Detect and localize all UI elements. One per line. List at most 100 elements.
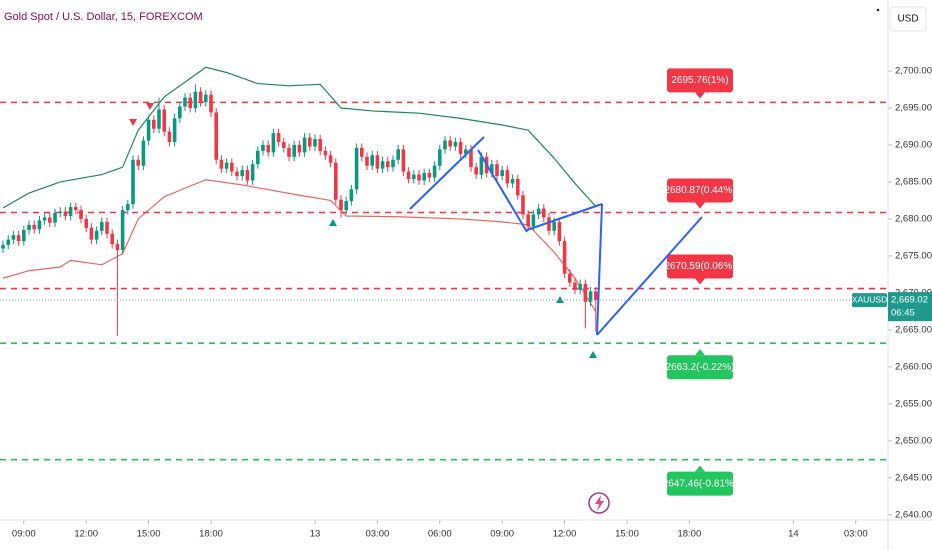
candle-body xyxy=(339,199,343,211)
candle-body xyxy=(100,221,104,231)
symbol-box xyxy=(852,293,887,308)
y-tick-label: 2,680.00 xyxy=(895,213,932,224)
event-icon[interactable] xyxy=(588,492,610,514)
y-tick-label: 2,675.00 xyxy=(895,250,932,261)
buy-marker xyxy=(556,296,564,303)
candle-body xyxy=(178,106,182,119)
candle-body xyxy=(354,147,359,190)
candle-body xyxy=(500,170,504,177)
candle-body xyxy=(385,161,390,168)
candle-body xyxy=(313,139,317,147)
level-label: 2695.76(1%) xyxy=(671,75,728,86)
candle-body xyxy=(453,142,458,147)
candle-body xyxy=(396,149,400,160)
candle-body xyxy=(276,133,281,143)
candle-body xyxy=(42,217,47,221)
trend-line xyxy=(596,216,703,336)
candle-body xyxy=(495,164,499,177)
candle-body xyxy=(120,210,125,251)
candle-body xyxy=(458,142,463,154)
candle-body xyxy=(349,189,354,202)
candle-body xyxy=(479,156,484,175)
level-label: 2680.87(0.44%) xyxy=(664,185,735,196)
candle-body xyxy=(531,214,536,227)
candle-body xyxy=(359,147,364,157)
candle-body xyxy=(183,97,187,107)
trend-line xyxy=(526,203,603,231)
candle-body xyxy=(37,220,42,230)
candle-body xyxy=(328,155,333,163)
currency-label: USD xyxy=(897,14,918,25)
candle-body xyxy=(89,227,94,240)
price-box xyxy=(888,292,932,322)
candle-body xyxy=(266,144,270,153)
level-pointer xyxy=(695,202,705,209)
candle-body xyxy=(219,159,224,169)
sell-marker xyxy=(146,103,154,110)
candle-body xyxy=(214,112,219,160)
candle-body xyxy=(583,284,588,302)
candle-body xyxy=(422,173,426,181)
candle-body xyxy=(401,149,406,172)
y-tick-label: 2,695.00 xyxy=(895,103,932,114)
x-tick-label: 15:00 xyxy=(615,529,639,540)
candle-body xyxy=(567,273,572,283)
candle-body xyxy=(79,210,83,219)
x-tick-label: 06:00 xyxy=(428,529,452,540)
countdown-label: 06:45 xyxy=(891,308,915,319)
level-box xyxy=(667,355,733,380)
currency-button[interactable] xyxy=(889,6,927,32)
candle-body xyxy=(198,91,203,103)
candle-body xyxy=(240,170,245,177)
candle-body xyxy=(573,282,577,290)
level-box xyxy=(667,68,733,93)
candle-body xyxy=(515,179,520,196)
candle-body xyxy=(63,211,68,216)
level-pointer xyxy=(695,349,705,356)
candle-body xyxy=(448,140,452,147)
price-label: 2,669.02 xyxy=(891,295,928,306)
candle-body xyxy=(297,144,302,153)
candle-body xyxy=(141,140,146,166)
candle-body xyxy=(406,171,411,180)
sell-marker xyxy=(129,119,137,126)
candle-body xyxy=(22,230,26,242)
candle-body xyxy=(536,208,541,215)
candle-body xyxy=(292,144,296,157)
candle-body xyxy=(11,235,16,240)
candle-body xyxy=(344,201,348,211)
level-box xyxy=(667,254,733,279)
candle-body xyxy=(235,171,239,177)
candle-body xyxy=(593,291,598,301)
candle-body xyxy=(110,233,115,245)
candle-body xyxy=(84,218,89,228)
candle-body xyxy=(588,291,593,302)
candle-body xyxy=(380,161,385,169)
candles xyxy=(1,84,598,336)
y-tick-label: 2,660.00 xyxy=(895,361,932,372)
bands xyxy=(2,66,597,312)
candle-body xyxy=(432,165,437,178)
candle-body xyxy=(521,195,525,215)
candle-body xyxy=(417,174,421,181)
candle-body xyxy=(463,149,468,154)
candle-body xyxy=(126,204,130,211)
candle-body xyxy=(1,244,5,249)
x-tick-label: 03:00 xyxy=(844,529,868,540)
menu-dot xyxy=(876,8,880,12)
y-tick-label: 2,700.00 xyxy=(895,66,932,77)
level-box xyxy=(667,471,733,496)
candle-body xyxy=(261,144,265,151)
candle-body xyxy=(365,156,369,166)
candle-body xyxy=(188,97,193,108)
symbol-label: XAUUSD xyxy=(852,294,887,304)
candle-body xyxy=(6,239,11,245)
x-tick-label: 18:00 xyxy=(199,529,223,540)
candle-body xyxy=(230,162,234,172)
x-tick-label: 18:00 xyxy=(677,529,701,540)
candle-body xyxy=(547,217,551,231)
candle-body xyxy=(152,119,156,129)
band-line xyxy=(2,179,597,312)
candle-body xyxy=(146,119,151,141)
